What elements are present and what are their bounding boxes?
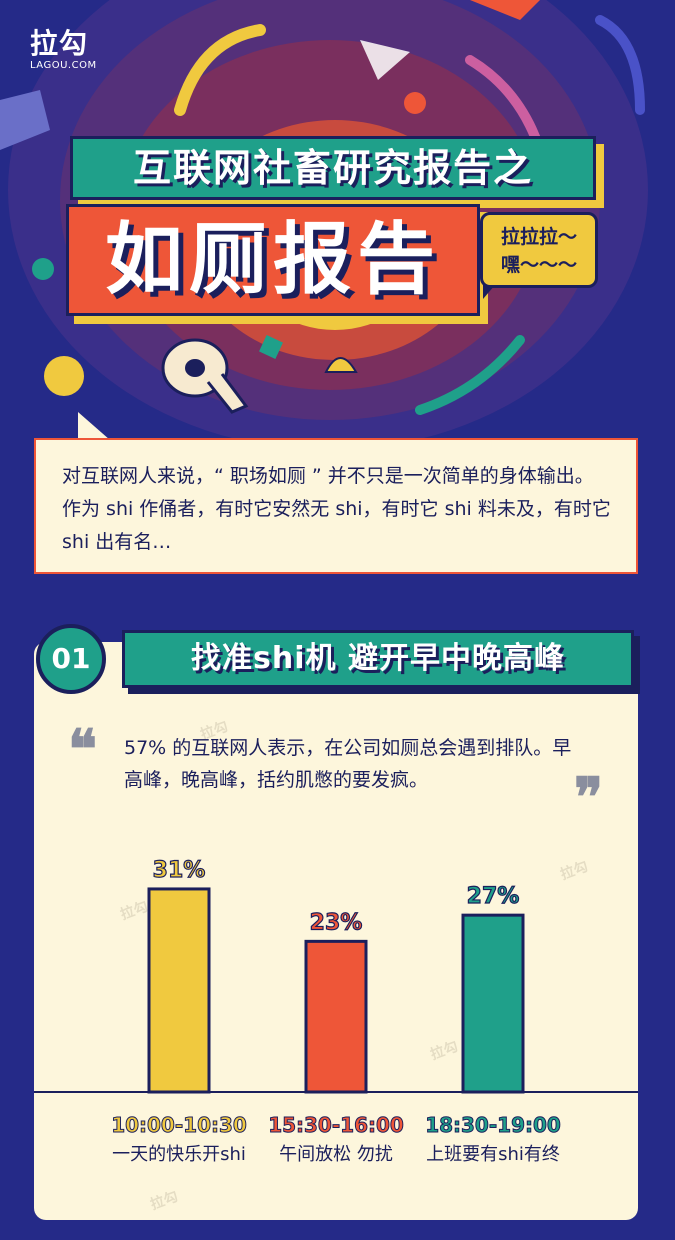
bar <box>304 939 368 1094</box>
dot-decoration <box>404 92 426 114</box>
section-number-badge: 01 <box>36 624 106 694</box>
speech-bubble-tail <box>483 285 495 299</box>
intro-box: 对互联网人来说，“ 职场如厕 ” 并不只是一次简单的身体输出。作为 shi 作俑… <box>34 438 638 574</box>
bar-value-label: 23% <box>310 910 363 935</box>
category-subtitle: 上班要有shi有终 <box>426 1144 560 1165</box>
report-series-title: 互联网社畜研究报告之 <box>70 136 596 200</box>
brand-logo[interactable]: 拉勾 LAGOU.COM <box>30 28 97 72</box>
quote-text: 57% 的互联网人表示，在公司如厕总会遇到排队。早高峰，晚高峰，括约肌憋的要发疯… <box>124 737 572 791</box>
dot-decoration <box>44 356 84 396</box>
speech-bubble-text: 拉拉拉～ 嘿～～～ <box>500 226 577 276</box>
brand-domain: LAGOU.COM <box>30 60 97 71</box>
speech-bubble: 拉拉拉～ 嘿～～～ <box>480 212 598 288</box>
category-label: 10:00-10:30 <box>111 1113 247 1137</box>
time-bar-chart: 31% 10:00-10:30 一天的快乐开shi 23% 15:30-16:00 午间放… <box>34 857 638 1165</box>
category-subtitle: 午间放松 勿扰 <box>279 1144 393 1165</box>
section-title: 找准shi机 避开早中晚高峰 <box>122 630 634 688</box>
bar <box>147 887 211 1094</box>
category-subtitle: 一天的快乐开shi <box>112 1144 246 1165</box>
bar <box>461 913 525 1094</box>
dot-decoration <box>32 258 54 280</box>
bar-value-label: 27% <box>467 884 520 909</box>
report-main-title: 如厕报告 <box>66 204 480 316</box>
intro-text: 对互联网人来说，“ 职场如厕 ” 并不只是一次简单的身体输出。作为 shi 作俑… <box>62 465 611 553</box>
brand-name: 拉勾 <box>30 27 89 60</box>
category-label: 15:30-16:00 <box>268 1113 404 1137</box>
section-card <box>34 642 638 1220</box>
bar-value-label: 31% <box>153 858 206 883</box>
open-quote-icon: ❝ <box>68 717 98 781</box>
close-quote-icon: ❞ <box>574 765 604 829</box>
category-label: 18:30-19:00 <box>425 1113 561 1137</box>
intro-callout-tail <box>78 412 110 440</box>
